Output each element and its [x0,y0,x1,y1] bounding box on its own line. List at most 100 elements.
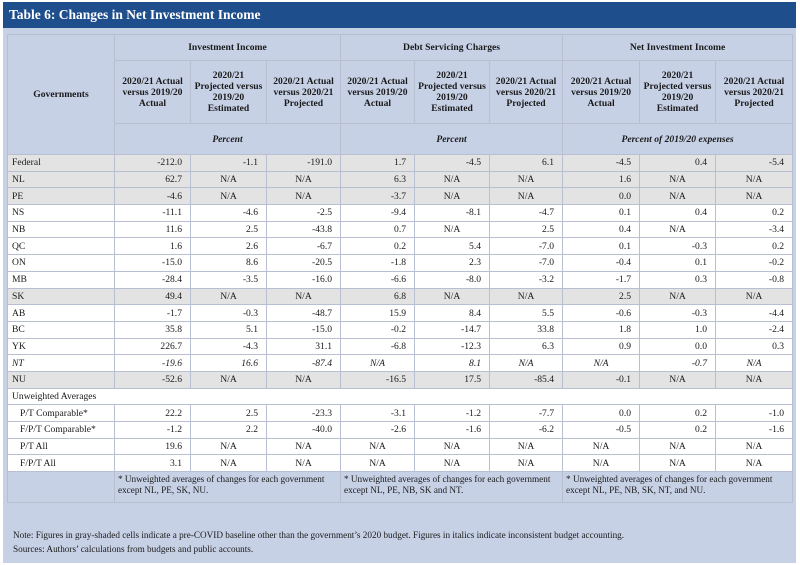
table-cell: -4.5 [414,154,491,172]
table-cell: 16.6 [190,354,267,372]
table-cell: N/A [639,370,717,389]
table-cell: -0.7 [639,354,717,372]
table-cell: 0.2 [715,237,794,256]
row-label: NU [7,370,115,389]
row-label: NT [7,354,115,372]
table-cell: -7.7 [489,404,564,422]
average-row: F/P/T Comparable* -1.2 2.2 -40.0 -2.6 -1.6 -6.… [7,421,794,439]
unit-label: Percent [113,123,342,155]
table-cell: 35.8 [114,320,191,339]
table-cell: 1.6 [562,170,641,189]
table-cell: -6.2 [489,421,564,439]
table-cell: 0.1 [639,254,717,272]
table-row: QC 1.6 2.6 -6.7 0.2 5.4 -7.0 0.1 -0.3 0.2 [7,237,794,256]
average-row: P/T Comparable* 22.2 2.5 -23.3 -3.1 -1.2 -7.7 0… [7,404,794,422]
table-cell: -4.5 [562,154,641,172]
table-cell: 0.3 [715,337,794,356]
table-cell: 2.5 [190,404,267,422]
row-label: PE [7,187,115,206]
table-cell: -23.3 [265,404,342,422]
table-notes: Note: Figures in gray-shaded cells indic… [13,528,788,556]
table-cell: N/A [340,454,416,473]
table-cell: 6.3 [340,170,416,189]
table-cell: -40.0 [265,421,342,439]
table-cell: 1.0 [639,320,717,339]
table-cell: N/A [562,354,641,372]
table-cell: 0.0 [562,404,641,422]
table-cell: 0.4 [639,204,717,222]
table-cell: -1.2 [114,421,191,439]
table-row: Federal -212.0 -1.1 -191.0 1.7 -4.5 6.1 -4.5 0.4… [7,154,794,172]
table-cell: 17.5 [414,370,491,389]
table-cell: -16.0 [265,270,342,289]
row-label: F/P/T Comparable* [7,421,115,439]
footnote: * Unweighted averages of changes for eac… [340,471,564,504]
table-cell: 0.1 [562,237,641,256]
table-cell: 2.3 [414,254,491,272]
table-cell: 1.6 [114,237,191,256]
table-cell: 0.4 [562,220,641,239]
note-text: Note: Figures in gray-shaded cells indic… [13,530,625,540]
table-cell: 6.3 [489,337,564,356]
table-cell: N/A [639,454,717,473]
table-cell: -7.0 [489,237,564,256]
table-cell: -15.0 [114,254,191,272]
row-label: NS [7,204,115,222]
table-cell: -19.6 [114,354,191,372]
table-row: AB -1.7 -0.3 -48.7 15.9 8.4 5.5 -0.6 -0.3 -4.4 [7,304,794,322]
table-cell: -43.8 [265,220,342,239]
table-cell: 0.0 [639,337,717,356]
table-row: PE -4.6 N/A N/A -3.7 N/A N/A 0.0 N/A N/A [7,187,794,206]
table-cell: N/A [265,187,342,206]
table-cell: 5.1 [190,320,267,339]
table-cell: 19.6 [114,437,191,456]
table-cell: -28.4 [114,270,191,289]
table-cell: N/A [340,354,416,372]
table-cell: N/A [489,170,564,189]
table-cell: N/A [265,370,342,389]
section-label: Unweighted Averages [6,387,794,406]
table-cell: -1.8 [340,254,416,272]
row-label: P/T Comparable* [7,404,115,422]
table-cell: -9.4 [340,204,416,222]
table-cell: -4.6 [114,187,191,206]
table-cell: 0.2 [340,237,416,256]
subheader: 2020/21 Projected versus 2019/20 Estimat… [190,60,267,124]
group-header-debt-servicing: Debt Servicing Charges [340,34,564,61]
table-cell: N/A [715,437,794,456]
table-row: MB -28.4 -3.5 -16.0 -6.6 -8.0 -3.2 -1.7 0.3 -0.8 [7,270,794,289]
table-cell: -0.5 [562,421,641,439]
subheader: 2020/21 Projected versus 2019/20 Estimat… [639,60,717,124]
table-cell: 6.1 [489,154,564,172]
table-cell: N/A [715,454,794,473]
row-label: YK [7,337,115,356]
table-cell: -2.5 [265,204,342,222]
table-cell: N/A [639,437,717,456]
table-cell: N/A [340,437,416,456]
table-cell: N/A [414,170,491,189]
table-cell: -1.7 [562,270,641,289]
table-cell: -52.6 [114,370,191,389]
table-cell: 0.7 [340,220,416,239]
table-cell: 49.4 [114,287,191,306]
table-cell: N/A [639,187,717,206]
table-cell: -14.7 [414,320,491,339]
table-cell: -3.7 [340,187,416,206]
table-cell: -0.3 [639,304,717,322]
table-cell: 3.1 [114,454,191,473]
table-cell: -1.2 [414,404,491,422]
table-row: YK 226.7 -4.3 31.1 -6.8 -12.3 6.3 0.9 0.0 0.3 [7,337,794,356]
table-cell: 2.5 [562,287,641,306]
table-cell: -15.0 [265,320,342,339]
row-label: QC [7,237,115,256]
table-cell: N/A [562,454,641,473]
row-label: AB [7,304,115,322]
table-cell: 226.7 [114,337,191,356]
group-header-net-investment: Net Investment Income [562,34,794,61]
table-row: NT -19.6 16.6 -87.4 N/A 8.1 N/A N/A -0.7 N/A [7,354,794,372]
table-cell: N/A [414,454,491,473]
table-cell: N/A [489,354,564,372]
table-cell: -0.2 [715,254,794,272]
table-cell: 5.5 [489,304,564,322]
unit-label: Percent of 2019/20 expenses [562,123,794,155]
